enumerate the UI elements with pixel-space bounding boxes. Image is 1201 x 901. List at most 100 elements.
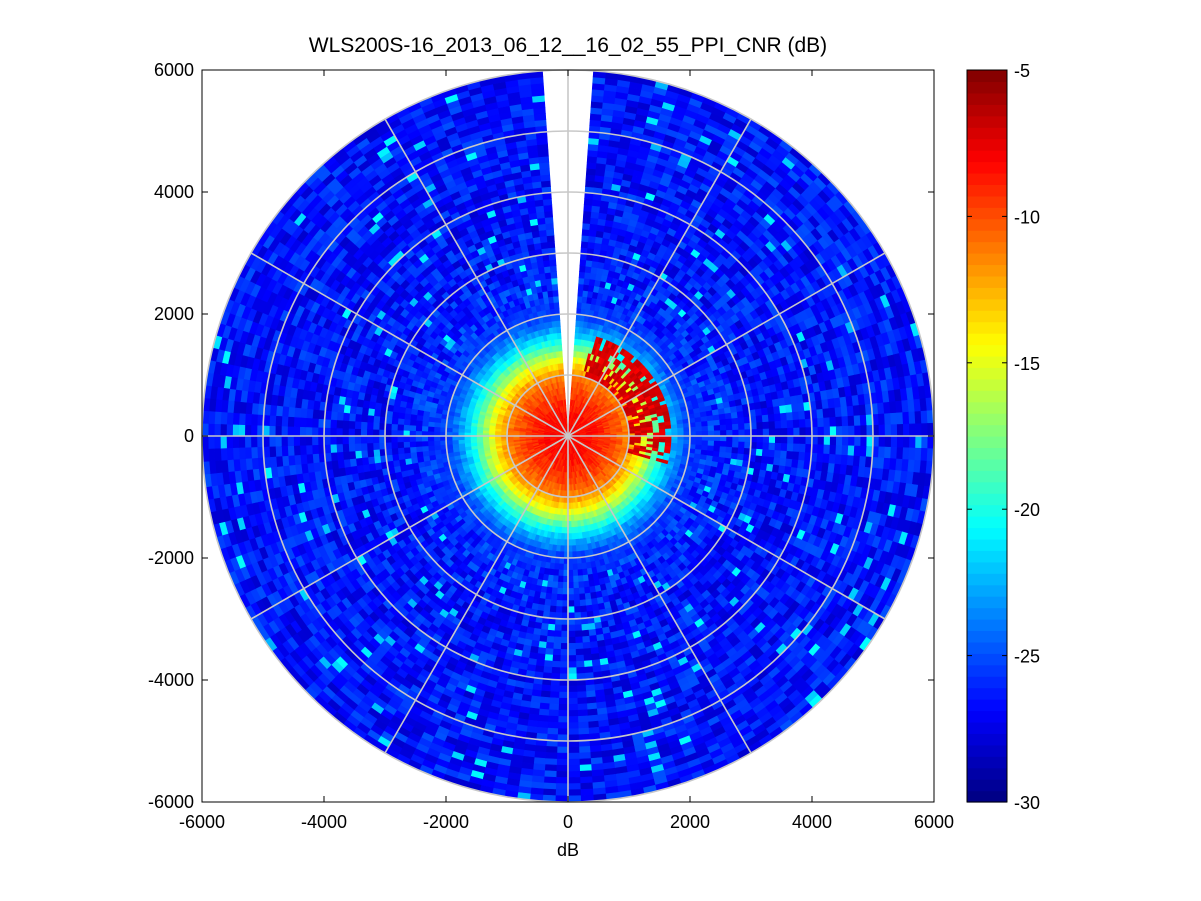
heatmap-cell	[774, 442, 782, 452]
heatmap-cell	[780, 412, 788, 422]
heatmap-cell	[701, 425, 709, 432]
heatmap-cell	[774, 420, 782, 430]
heatmap-cell	[719, 419, 727, 426]
heatmap-cell	[732, 435, 740, 443]
heatmap-cell	[580, 240, 589, 249]
heatmap-cell	[578, 277, 585, 285]
heatmap-cell	[920, 410, 928, 424]
heatmap-cell	[731, 447, 739, 455]
heatmap-cell	[577, 283, 585, 291]
heatmap-cell	[755, 415, 764, 424]
heatmap-cell	[854, 425, 862, 437]
heatmap-cell	[713, 440, 721, 447]
heatmap-cell	[884, 413, 892, 426]
heatmap-cell	[890, 424, 898, 437]
heatmap-cell	[828, 453, 837, 465]
heatmap-cell	[773, 413, 782, 422]
heatmap-cell	[859, 445, 868, 458]
heatmap-cell	[586, 161, 598, 170]
heatmap-cell	[787, 435, 795, 445]
heatmap-cell	[878, 446, 886, 459]
heatmap-cell	[828, 407, 837, 419]
heatmap-cell	[665, 428, 672, 433]
chart-title: WLS200S-16_2013_06_12__16_02_55_PPI_CNR …	[309, 34, 827, 57]
heatmap-cell	[773, 450, 782, 459]
heatmap-cell	[587, 241, 596, 250]
heatmap-cell	[786, 443, 794, 453]
ppi-heatmap	[201, 70, 935, 803]
heatmap-cell	[738, 435, 746, 443]
heatmap-cell	[792, 419, 800, 429]
heatmap-cell	[768, 421, 776, 430]
heatmap-cell	[829, 444, 837, 456]
heatmap-cell	[701, 420, 709, 427]
heatmap-cell	[908, 411, 916, 425]
heatmap-cell	[761, 414, 770, 423]
heatmap-cell	[762, 428, 770, 437]
heatmap-cell	[713, 419, 721, 427]
heatmap-cell	[756, 428, 764, 437]
heatmap-cell	[786, 451, 794, 460]
heatmap-cell	[707, 440, 715, 447]
heatmap-cell	[738, 429, 746, 437]
heatmap-cell	[842, 425, 849, 437]
heatmap-cell	[799, 427, 807, 437]
heatmap-cell	[582, 216, 592, 224]
heatmap-cell	[725, 424, 733, 431]
heatmap-cell	[588, 235, 597, 244]
heatmap-cell	[823, 426, 831, 437]
heatmap-cell	[701, 440, 709, 447]
heatmap-cell	[823, 417, 831, 428]
heatmap-cell	[585, 259, 593, 268]
heatmap-cell	[725, 441, 733, 448]
heatmap-cell	[834, 454, 843, 466]
heatmap-cell	[909, 435, 917, 449]
heatmap-cell	[847, 415, 855, 427]
heatmap-cell	[798, 410, 806, 421]
heatmap-cell	[707, 420, 715, 427]
heatmap-cell	[719, 441, 727, 448]
heatmap-cell	[730, 411, 739, 420]
heatmap-cell	[713, 425, 721, 432]
heatmap-cell	[847, 445, 855, 457]
heatmap-cell	[866, 425, 874, 437]
heatmap-cell	[781, 428, 788, 437]
heatmap-cell	[915, 423, 923, 437]
heatmap-cell	[762, 421, 770, 430]
heatmap-cell	[896, 412, 904, 425]
heatmap-cell	[829, 416, 837, 428]
heatmap-cell	[890, 412, 898, 426]
heatmap-cell	[914, 447, 922, 462]
heatmap-cell	[798, 451, 806, 462]
heatmap-cell	[755, 448, 764, 457]
heatmap-cell	[841, 445, 849, 456]
heatmap-cell	[878, 413, 886, 426]
plot-area: -6000 -4000 -2000 0 2000 4000 6000 60004000200…	[148, 60, 954, 832]
heatmap-cell	[786, 412, 794, 421]
heatmap-cell	[835, 416, 843, 427]
heatmap-cell	[720, 430, 727, 437]
heatmap-cell	[756, 422, 764, 430]
heatmap-cell	[787, 427, 795, 437]
heatmap-cell	[762, 435, 770, 444]
heatmap-cell	[890, 435, 898, 448]
heatmap-cell	[853, 415, 861, 427]
heatmap-cell	[780, 443, 788, 452]
heatmap-cell	[793, 435, 801, 445]
heatmap-cell	[676, 423, 684, 429]
heatmap-cell	[695, 426, 703, 432]
heatmap-cell	[738, 423, 746, 431]
heatmap-cell	[744, 429, 752, 437]
heatmap-cell	[842, 435, 849, 447]
heatmap-cell	[859, 414, 868, 427]
heatmap-cell	[768, 442, 776, 451]
heatmap-cell	[726, 435, 734, 443]
heatmap-cell	[854, 435, 862, 447]
heatmap-cell	[829, 426, 837, 437]
heatmap-cell	[760, 407, 769, 416]
heatmap-cell	[817, 426, 825, 437]
heatmap-cell	[718, 413, 727, 421]
heatmap-cell	[835, 426, 843, 437]
heatmap-cell	[840, 406, 849, 418]
heatmap-cell	[835, 435, 843, 446]
